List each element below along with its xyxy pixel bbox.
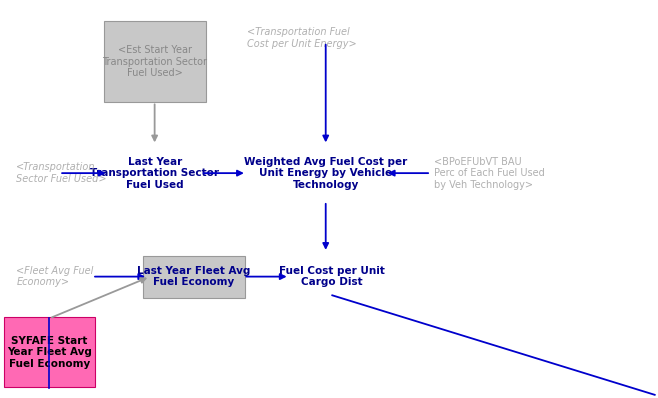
Text: <BPoEFUbVT BAU
Perc of Each Fuel Used
by Veh Technology>: <BPoEFUbVT BAU Perc of Each Fuel Used by… [434, 156, 545, 190]
Text: <Fleet Avg Fuel
Economy>: <Fleet Avg Fuel Economy> [16, 266, 94, 287]
Text: Weighted Avg Fuel Cost per
Unit Energy by Vehicle
Technology: Weighted Avg Fuel Cost per Unit Energy b… [244, 156, 407, 190]
FancyBboxPatch shape [143, 256, 245, 298]
Text: Last Year
Transportation Sector
Fuel Used: Last Year Transportation Sector Fuel Use… [90, 156, 219, 190]
Text: SYFAFE Start
Year Fleet Avg
Fuel Economy: SYFAFE Start Year Fleet Avg Fuel Economy [7, 336, 91, 369]
FancyBboxPatch shape [103, 21, 205, 103]
Text: Last Year Fleet Avg
Fuel Economy: Last Year Fleet Avg Fuel Economy [138, 266, 251, 287]
Text: <Transportation Fuel
Cost per Unit Energy>: <Transportation Fuel Cost per Unit Energ… [247, 27, 357, 49]
Text: Fuel Cost per Unit
Cargo Dist: Fuel Cost per Unit Cargo Dist [280, 266, 385, 287]
Text: <Est Start Year
Transportation Sector
Fuel Used>: <Est Start Year Transportation Sector Fu… [102, 45, 207, 78]
FancyBboxPatch shape [4, 318, 95, 387]
Text: <Transportation
Sector Fuel Used>: <Transportation Sector Fuel Used> [16, 162, 107, 184]
